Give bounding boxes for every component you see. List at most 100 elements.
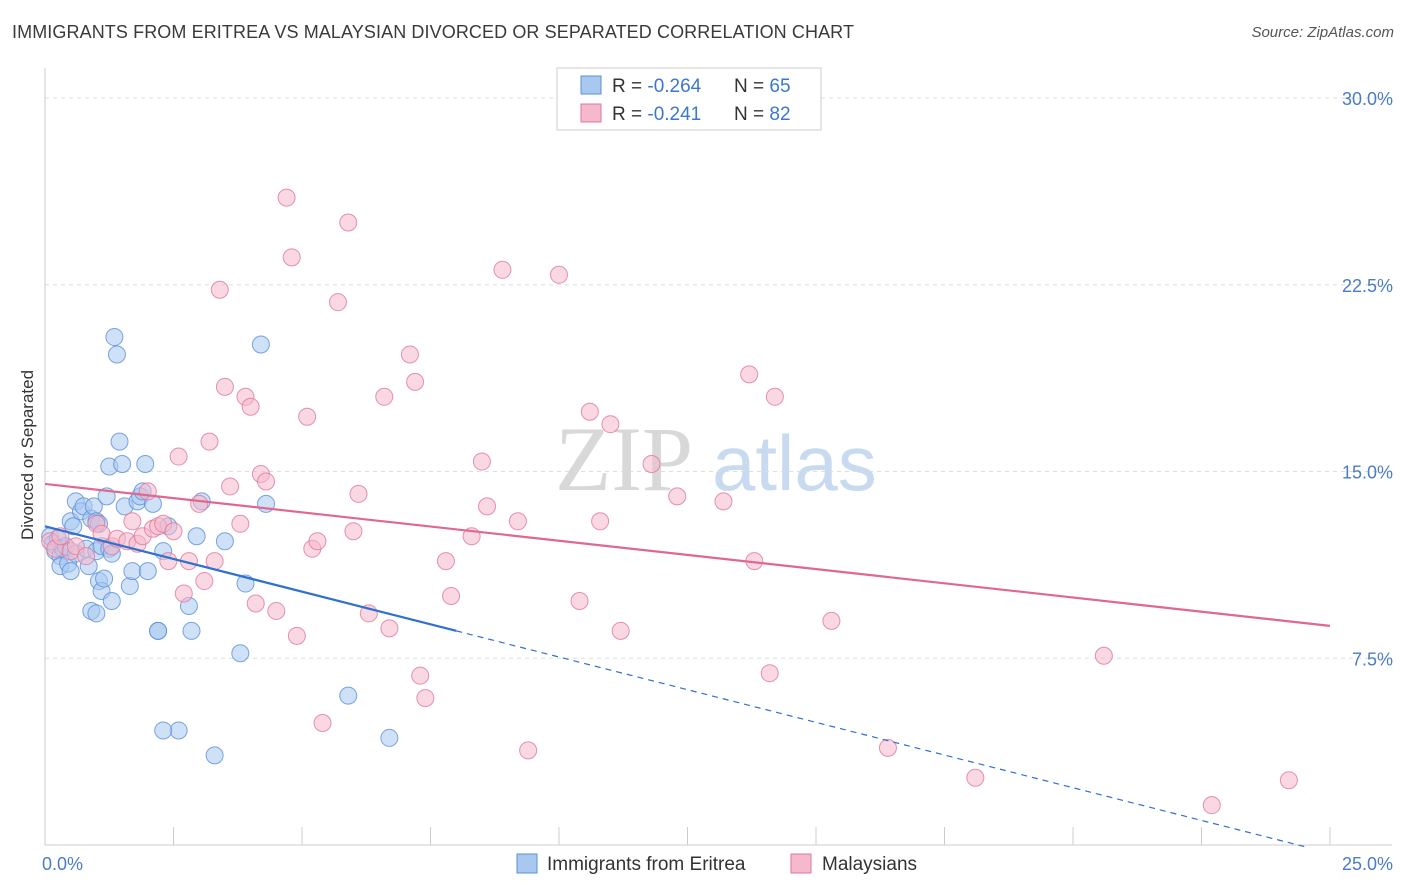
malaysians-point-20: [169, 447, 188, 466]
svg-text:N = 65: N = 65: [734, 76, 791, 97]
trend-lines: [44, 482, 1331, 848]
malaysians-trend-line: [44, 482, 1331, 627]
eritrea-point-10: [61, 562, 80, 581]
malaysians-point-38: [282, 248, 301, 267]
stats-n-label-blue: N =: [734, 76, 769, 97]
malaysians-point-61: [519, 741, 538, 760]
x-tick-label-0: 0.0%: [42, 854, 83, 874]
x-tick-labels: 0.0% 25.0%: [42, 854, 1393, 874]
eritrea-point-62: [380, 728, 399, 747]
stats-n-value-blue: 65: [769, 76, 790, 97]
x-tick-label-1: 25.0%: [1342, 854, 1393, 874]
chart-title: IMMIGRANTS FROM ERITREA VS MALAYSIAN DIV…: [12, 22, 855, 42]
malaysians-point-43: [313, 713, 332, 732]
stats-r-value-blue: -0.264: [647, 76, 701, 97]
eritrea-point-51: [182, 621, 201, 640]
stats-r-value-pink: -0.241: [647, 104, 701, 125]
malaysians-point-63: [570, 591, 589, 610]
stats-swatch-blue: [580, 75, 602, 95]
eritrea-point-60: [231, 644, 250, 663]
malaysians-point-81: [344, 522, 363, 541]
malaysians-point-21: [174, 584, 193, 603]
svg-text:R = -0.241: R = -0.241: [612, 104, 701, 125]
malaysians-point-59: [493, 260, 512, 279]
malaysians-point-27: [210, 280, 229, 299]
eritrea-point-31: [102, 591, 121, 610]
y-tick-labels: 7.5% 15.0% 22.5% 30.0%: [1342, 89, 1393, 669]
eritrea-trend-line: [44, 525, 457, 632]
eritrea-point-34: [105, 328, 124, 347]
y-axis-label: Divorced or Separated: [18, 370, 37, 540]
malaysians-point-55: [442, 587, 461, 605]
malaysians-point-29: [221, 477, 240, 496]
gridlines: [45, 97, 1392, 659]
malaysians-point-49: [380, 619, 399, 638]
malaysians-point-36: [267, 601, 286, 620]
legend-swatch-eritrea: [516, 853, 538, 874]
y-tick-label-1: 15.0%: [1342, 463, 1393, 483]
eritrea-point-36: [110, 432, 129, 451]
eritrea-point-35: [107, 345, 126, 364]
eritrea-point-44: [136, 455, 155, 474]
malaysians-point-28: [215, 377, 234, 396]
y-tick-label-3: 30.0%: [1342, 89, 1393, 109]
malaysians-point-52: [411, 666, 430, 685]
eritrea-point-61: [339, 686, 358, 705]
eritrea-point-11: [64, 517, 83, 536]
malaysians-point-32: [241, 397, 260, 416]
stats-r-label-blue: R =: [612, 76, 647, 97]
eritrea-point-64: [149, 621, 168, 640]
eritrea-point-63: [154, 721, 173, 740]
malaysians-point-62: [550, 265, 568, 284]
eritrea-point-28: [95, 569, 114, 588]
malaysians-point-80: [668, 487, 687, 506]
stats-swatch-pink: [580, 103, 602, 123]
malaysians-point-66: [601, 415, 620, 434]
stats-n-label-pink: N =: [734, 104, 769, 125]
malaysians-point-74: [822, 611, 841, 630]
malaysians-point-40: [298, 407, 317, 426]
malaysians-point-42: [308, 532, 327, 551]
y-tick-label-0: 7.5%: [1352, 649, 1393, 669]
malaysians-point-68: [642, 455, 661, 474]
eritrea-point-40: [123, 562, 142, 581]
eritrea-point-55: [205, 746, 224, 765]
malaysians-point-50: [400, 345, 419, 364]
malaysians-point-54: [436, 552, 455, 571]
malaysians-point-46: [349, 484, 368, 503]
y-tick-label-2: 22.5%: [1342, 276, 1393, 296]
legend-label-malaysians: Malaysians: [822, 854, 917, 875]
stats-legend: R = -0.264 N = 65 R = -0.241 N = 82: [556, 67, 822, 131]
legend-swatch-malaysians: [790, 853, 812, 874]
axes: [44, 68, 1392, 846]
malaysians-point-65: [591, 512, 610, 531]
malaysians-point-5: [77, 547, 96, 566]
eritrea-point-45: [138, 562, 157, 581]
eritrea-point-37: [113, 455, 132, 474]
series-malaysians-points: [41, 188, 1298, 815]
eritrea-point-58: [251, 335, 270, 354]
series-legend: Immigrants from Eritrea Malaysians: [516, 853, 917, 875]
malaysians-point-53: [416, 689, 435, 708]
malaysians-point-44: [328, 293, 347, 312]
malaysians-point-35: [257, 472, 276, 491]
eritrea-point-54: [169, 721, 188, 740]
malaysians-point-58: [478, 497, 497, 516]
malaysians-point-69: [714, 492, 733, 511]
malaysians-point-19: [164, 522, 183, 541]
malaysians-point-33: [246, 594, 265, 613]
malaysians-point-14: [138, 482, 157, 501]
malaysians-point-57: [472, 452, 491, 471]
malaysians-point-23: [190, 494, 209, 513]
legend-label-eritrea: Immigrants from Eritrea: [547, 854, 746, 875]
malaysians-point-60: [508, 512, 527, 531]
stats-r-label-pink: R =: [612, 104, 647, 125]
malaysians-point-70: [740, 365, 759, 384]
malaysians-point-75: [878, 738, 897, 757]
malaysians-point-24: [195, 572, 214, 591]
stats-n-value-pink: 82: [769, 104, 790, 125]
malaysians-point-78: [1202, 796, 1221, 815]
malaysians-point-48: [375, 387, 394, 406]
malaysians-point-64: [580, 402, 599, 421]
